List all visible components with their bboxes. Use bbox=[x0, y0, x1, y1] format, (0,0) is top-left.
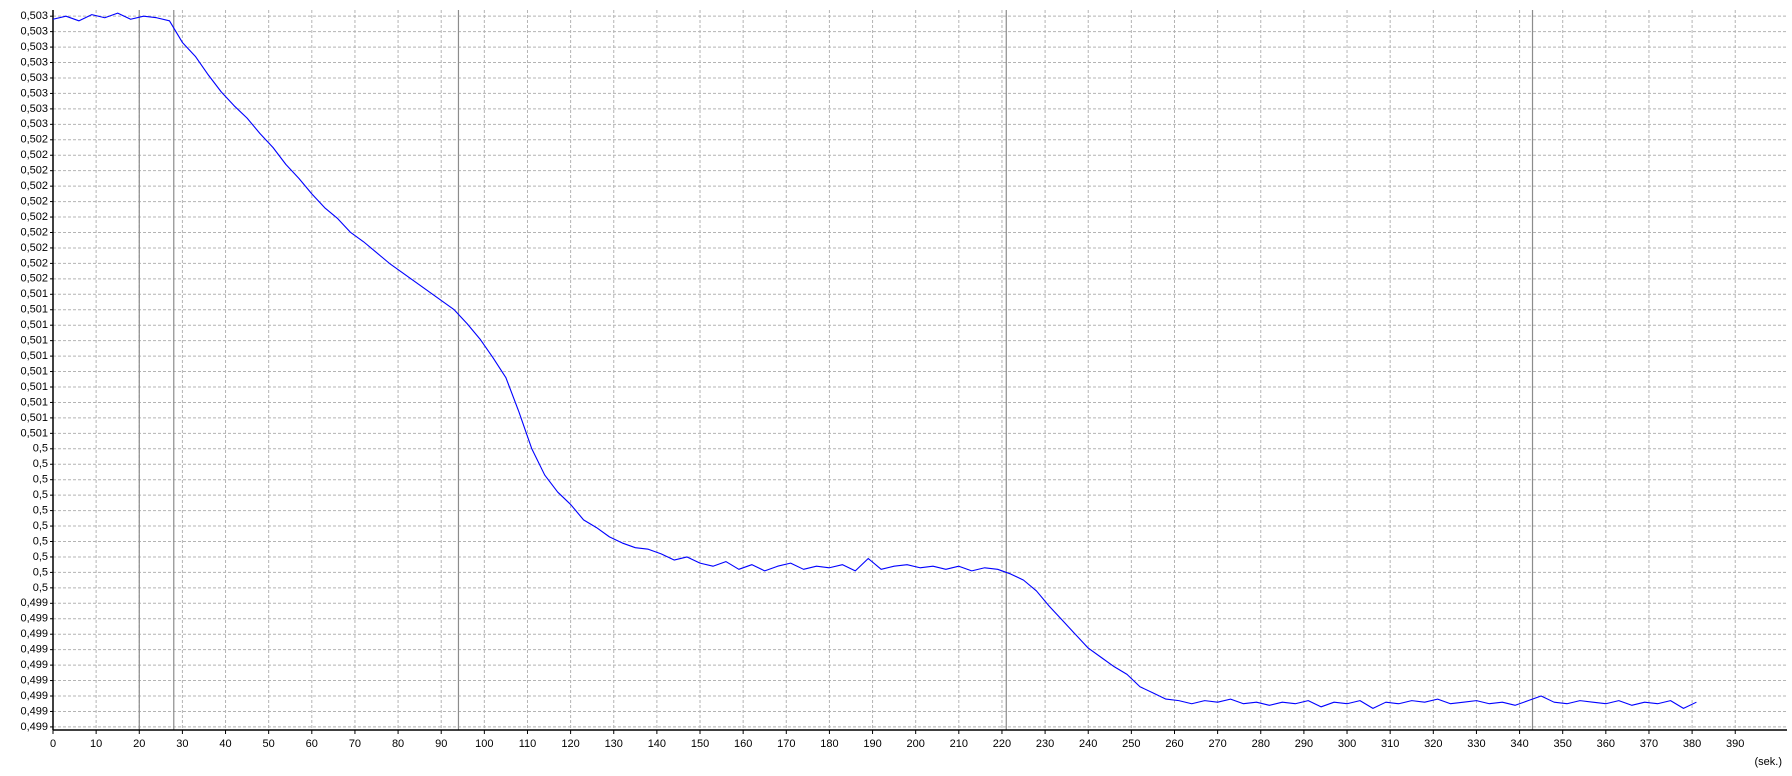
y-tick-label: 0,501 bbox=[20, 412, 48, 424]
y-tick-label: 0,5 bbox=[33, 443, 48, 455]
y-tick-label: 0,499 bbox=[20, 597, 48, 609]
y-tick-label: 0,5 bbox=[33, 505, 48, 517]
y-tick-label: 0,5 bbox=[33, 458, 48, 470]
y-tick-label: 0,501 bbox=[20, 381, 48, 393]
y-tick-label: 0,502 bbox=[20, 195, 48, 207]
y-tick-label: 0,499 bbox=[20, 690, 48, 702]
y-tick-label: 0,503 bbox=[20, 41, 48, 53]
y-tick-label: 0,503 bbox=[20, 26, 48, 38]
x-tick-label: 110 bbox=[519, 738, 537, 750]
y-tick-label: 0,502 bbox=[20, 211, 48, 223]
y-tick-label: 0,5 bbox=[33, 520, 48, 532]
y-tick-label: 0,501 bbox=[20, 304, 48, 316]
x-tick-label: 320 bbox=[1424, 738, 1442, 750]
x-tick-label: 310 bbox=[1381, 738, 1399, 750]
y-tick-label: 0,501 bbox=[20, 427, 48, 439]
y-tick-label: 0,5 bbox=[33, 535, 48, 547]
y-tick-label: 0,5 bbox=[33, 474, 48, 486]
x-tick-label: 100 bbox=[475, 738, 493, 750]
x-tick-label: 0 bbox=[50, 738, 56, 750]
y-tick-label: 0,503 bbox=[20, 87, 48, 99]
x-tick-label: 290 bbox=[1295, 738, 1313, 750]
y-tick-label: 0,499 bbox=[20, 613, 48, 625]
y-tick-label: 0,499 bbox=[20, 659, 48, 671]
x-tick-label: 70 bbox=[349, 738, 361, 750]
x-tick-label: 120 bbox=[561, 738, 579, 750]
y-tick-label: 0,502 bbox=[20, 226, 48, 238]
x-tick-label: 210 bbox=[950, 738, 968, 750]
x-tick-label: 330 bbox=[1467, 738, 1485, 750]
x-tick-label: 170 bbox=[777, 738, 795, 750]
x-tick-label: 390 bbox=[1726, 738, 1744, 750]
y-tick-label: 0,503 bbox=[20, 103, 48, 115]
y-tick-label: 0,502 bbox=[20, 149, 48, 161]
x-tick-label: 270 bbox=[1208, 738, 1226, 750]
y-tick-label: 0,502 bbox=[20, 165, 48, 177]
x-tick-label: 280 bbox=[1252, 738, 1270, 750]
y-tick-label: 0,502 bbox=[20, 242, 48, 254]
x-tick-label: 380 bbox=[1683, 738, 1701, 750]
x-tick-label: 30 bbox=[176, 738, 188, 750]
y-tick-label: 0,501 bbox=[20, 335, 48, 347]
y-tick-label: 0,5 bbox=[33, 551, 48, 563]
x-tick-label: 50 bbox=[263, 738, 275, 750]
y-tick-label: 0,502 bbox=[20, 273, 48, 285]
x-tick-label: 60 bbox=[306, 738, 318, 750]
y-tick-label: 0,502 bbox=[20, 180, 48, 192]
y-tick-label: 0,499 bbox=[20, 721, 48, 733]
y-tick-label: 0,499 bbox=[20, 628, 48, 640]
x-tick-label: 130 bbox=[605, 738, 623, 750]
y-tick-label: 0,501 bbox=[20, 396, 48, 408]
x-tick-label: 190 bbox=[863, 738, 881, 750]
x-tick-label: 160 bbox=[734, 738, 752, 750]
x-tick-label: 20 bbox=[133, 738, 145, 750]
x-tick-label: 200 bbox=[907, 738, 925, 750]
y-tick-label: 0,503 bbox=[20, 72, 48, 84]
x-tick-label: 40 bbox=[219, 738, 231, 750]
x-tick-label: 240 bbox=[1079, 738, 1097, 750]
y-tick-label: 0,501 bbox=[20, 319, 48, 331]
x-tick-label: 80 bbox=[392, 738, 404, 750]
x-tick-label: 350 bbox=[1554, 738, 1572, 750]
y-tick-label: 0,503 bbox=[20, 10, 48, 22]
y-tick-label: 0,502 bbox=[20, 257, 48, 269]
x-tick-label: 370 bbox=[1640, 738, 1658, 750]
y-tick-label: 0,499 bbox=[20, 674, 48, 686]
y-tick-label: 0,502 bbox=[20, 134, 48, 146]
y-tick-label: 0,5 bbox=[33, 582, 48, 594]
x-tick-label: 220 bbox=[993, 738, 1011, 750]
x-tick-label: 340 bbox=[1510, 738, 1528, 750]
y-tick-label: 0,5 bbox=[33, 489, 48, 501]
x-axis-label: (sek.) bbox=[1755, 756, 1783, 768]
x-tick-label: 150 bbox=[691, 738, 709, 750]
x-tick-label: 180 bbox=[820, 738, 838, 750]
x-tick-label: 10 bbox=[90, 738, 102, 750]
y-tick-label: 0,503 bbox=[20, 56, 48, 68]
x-tick-label: 90 bbox=[435, 738, 447, 750]
y-tick-label: 0,501 bbox=[20, 350, 48, 362]
x-tick-label: 230 bbox=[1036, 738, 1054, 750]
y-tick-label: 0,501 bbox=[20, 365, 48, 377]
y-tick-label: 0,499 bbox=[20, 705, 48, 717]
y-tick-label: 0,5 bbox=[33, 566, 48, 578]
data-line bbox=[52, 12, 1697, 709]
y-tick-label: 0,501 bbox=[20, 288, 48, 300]
y-tick-label: 0,503 bbox=[20, 118, 48, 130]
y-tick-label: 0,499 bbox=[20, 644, 48, 656]
x-tick-label: 260 bbox=[1165, 738, 1183, 750]
x-tick-label: 140 bbox=[648, 738, 666, 750]
x-tick-label: 250 bbox=[1122, 738, 1140, 750]
x-tick-label: 360 bbox=[1597, 738, 1615, 750]
x-tick-label: 300 bbox=[1338, 738, 1356, 750]
